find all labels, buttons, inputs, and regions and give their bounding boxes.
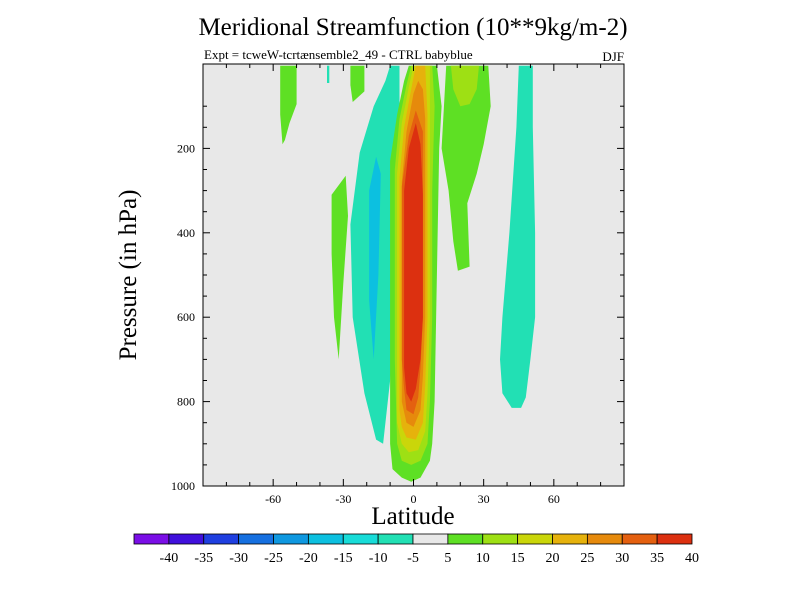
colorbar-swatch bbox=[447, 533, 484, 545]
colorbar-swatch bbox=[412, 533, 449, 545]
colorbar-swatch bbox=[273, 533, 309, 545]
y-tick-label: 200 bbox=[177, 141, 195, 155]
colorbar-swatch bbox=[203, 533, 240, 545]
x-tick-label: -30 bbox=[335, 492, 351, 506]
colorbar-label: -10 bbox=[369, 551, 388, 566]
colorbar: -40 -35 -30 -25 -20 -15 -10 -5 5 10 15 20 25 30 35 40 bbox=[133, 533, 699, 566]
colorbar-label: -30 bbox=[229, 551, 248, 566]
colorbar-swatch bbox=[586, 533, 623, 545]
colorbar-swatch bbox=[307, 533, 344, 545]
y-tick-label: 600 bbox=[177, 310, 195, 324]
contour-regions bbox=[280, 65, 536, 482]
axes: -60 -30 0 30 60 200 400 600 800 1000 bbox=[171, 63, 625, 506]
colorbar-label: 40 bbox=[685, 551, 699, 566]
x-tick-label: 30 bbox=[478, 492, 490, 506]
colorbar-swatch bbox=[342, 533, 379, 545]
region-cyan-deeper-core bbox=[369, 156, 381, 360]
chart-title: Meridional Streamfunction (10**9kg/m-2) bbox=[198, 14, 628, 41]
colorbar-label: 20 bbox=[546, 551, 560, 566]
colorbar-label: -35 bbox=[194, 551, 213, 566]
colorbar-swatch bbox=[517, 533, 553, 545]
colorbar-swatch bbox=[482, 533, 519, 545]
region-northern-cyan-column bbox=[500, 65, 536, 408]
region-hadley-cell-35 bbox=[404, 123, 423, 402]
colorbar-label: -20 bbox=[299, 551, 318, 566]
colorbar-swatch bbox=[377, 533, 414, 545]
colorbar-label: -40 bbox=[160, 551, 179, 566]
colorbar-label: 5 bbox=[444, 551, 451, 566]
colorbar-label: -5 bbox=[407, 551, 419, 566]
colorbar-swatch bbox=[133, 533, 170, 545]
colorbar-label: -15 bbox=[334, 551, 353, 566]
colorbar-label: -25 bbox=[264, 551, 283, 566]
colorbar-swatch bbox=[552, 533, 588, 545]
colorbar-label: 30 bbox=[615, 551, 629, 566]
x-tick-label: -60 bbox=[265, 492, 281, 506]
plot-area bbox=[203, 64, 624, 486]
colorbar-swatch bbox=[238, 533, 274, 545]
colorbar-label: 25 bbox=[580, 551, 594, 566]
season-label: DJF bbox=[602, 49, 624, 64]
y-axis-label: Pressure (in hPa) bbox=[115, 190, 142, 361]
region-northern-yellow-core bbox=[450, 65, 479, 107]
colorbar-swatch bbox=[656, 533, 693, 545]
chart-subtitle: Expt = tcweW-tcrtænsemble2_49 - CTRL bab… bbox=[204, 47, 473, 62]
region-left-green-lobe bbox=[331, 175, 348, 360]
colorbar-label: 10 bbox=[476, 551, 490, 566]
colorbar-swatch bbox=[621, 533, 658, 545]
region-thin-cyan-tick bbox=[327, 65, 330, 83]
y-tick-label: 400 bbox=[177, 226, 195, 240]
colorbar-label: 15 bbox=[511, 551, 525, 566]
x-tick-label: 0 bbox=[411, 492, 417, 506]
colorbar-label: 35 bbox=[650, 551, 664, 566]
region-southern-green-tower bbox=[350, 65, 365, 102]
colorbar-swatch bbox=[168, 533, 205, 545]
x-tick-label: 60 bbox=[548, 492, 560, 506]
x-axis-label: Latitude bbox=[371, 503, 454, 530]
y-tick-label: 1000 bbox=[171, 479, 195, 493]
region-northern-green-tower bbox=[441, 65, 491, 271]
region-southern-high-streak bbox=[280, 65, 297, 145]
y-tick-label: 800 bbox=[177, 395, 195, 409]
